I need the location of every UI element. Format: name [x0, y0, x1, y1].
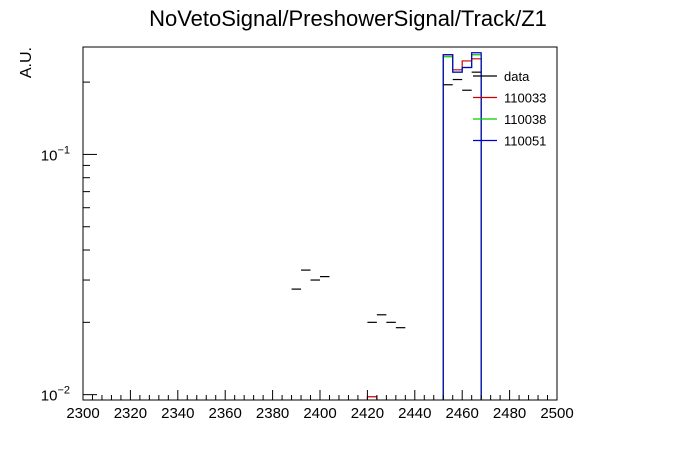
legend-label-110038: 110038 — [504, 112, 546, 127]
histogram-110038 — [442, 54, 482, 400]
legend-label-110033: 110033 — [504, 91, 546, 106]
y-axis: 10−210−1 — [41, 81, 97, 405]
y-tick-exponent: −1 — [57, 144, 70, 156]
x-tick-label: 2460 — [446, 405, 479, 422]
plot-frame — [82, 46, 558, 401]
x-tick-label: 2380 — [256, 405, 289, 422]
legend-label-110051: 110051 — [504, 134, 546, 149]
x-tick-label: 2420 — [351, 405, 384, 422]
y-tick-base: 10 — [41, 147, 58, 164]
mc-histograms — [366, 52, 482, 400]
x-tick-label: 2500 — [540, 405, 573, 422]
x-tick-label: 2440 — [398, 405, 431, 422]
histogram-110033 — [366, 54, 482, 400]
y-tick-label: 10−1 — [41, 144, 70, 164]
y-tick-label: 10−2 — [41, 385, 70, 405]
x-tick-label: 2400 — [303, 405, 336, 422]
legend-label-data: data — [504, 69, 530, 84]
y-tick-base: 10 — [41, 388, 58, 405]
chart-title: NoVetoSignal/PreshowerSignal/Track/Z1 — [149, 6, 547, 31]
x-tick-label: 2340 — [161, 405, 194, 422]
x-axis: 2300 2320 2340 2360 2380 2400 2420 2440 2460 2480… — [66, 390, 574, 422]
x-tick-label: 2320 — [114, 405, 147, 422]
histogram-110051 — [442, 52, 482, 400]
x-tick-label: 2360 — [209, 405, 242, 422]
legend: data 110033 110038 110051 — [473, 69, 546, 149]
y-tick-exponent: −2 — [57, 385, 70, 397]
x-tick-label: 2300 — [66, 405, 99, 422]
y-axis-label: A.U. — [18, 47, 35, 78]
data-points — [291, 71, 482, 329]
x-tick-label: 2480 — [493, 405, 526, 422]
